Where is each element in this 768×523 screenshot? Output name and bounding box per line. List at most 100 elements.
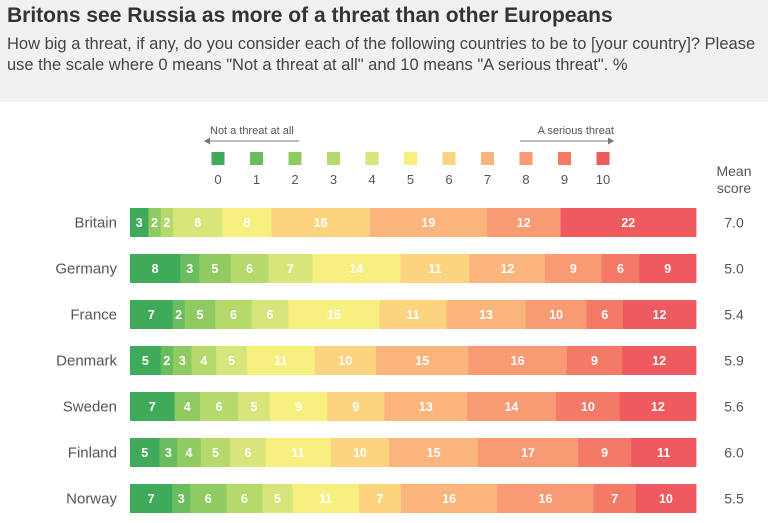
bar-segment-france-0 (130, 300, 174, 329)
bar-segment-finland-4 (230, 438, 267, 467)
mean-score-norway: 5.5 (724, 491, 744, 507)
bar-segment-denmark-9 (566, 346, 623, 375)
bar-value-germany-7: 12 (500, 262, 514, 276)
mean-header-line1: Mean (716, 163, 751, 179)
bar-segment-denmark-0 (130, 346, 162, 375)
legend-swatch-6 (442, 152, 456, 165)
mean-score-finland: 6.0 (724, 445, 744, 461)
bar-segment-sweden-2 (174, 392, 201, 421)
bar-segment-denmark-6 (314, 346, 377, 375)
row-label-norway: Norway (66, 491, 117, 508)
bar-segment-sweden-4 (238, 392, 271, 421)
bar-segment-germany-7 (469, 254, 546, 283)
bar-segment-france-9 (586, 300, 624, 329)
bar-segment-france-10 (622, 300, 697, 329)
legend-label-6: 6 (445, 172, 452, 187)
bar-segment-britain-10 (560, 208, 697, 237)
mean-score-britain: 7.0 (724, 215, 744, 231)
legend-label-7: 7 (484, 172, 491, 187)
bar-segment-germany-3 (230, 254, 269, 283)
bar-value-france-3: 6 (230, 308, 237, 322)
bar-value-sweden-5: 9 (295, 400, 302, 414)
bar-value-finland-2: 4 (185, 446, 192, 460)
legend-label-5: 5 (407, 172, 414, 187)
bar-value-germany-1: 3 (186, 262, 193, 276)
chart-subtitle: How big a threat, if any, do you conside… (7, 35, 756, 74)
bar-segment-finland-5 (265, 438, 331, 467)
bar-segment-britain-2 (148, 208, 162, 237)
bar-value-britain-2: 2 (151, 216, 158, 230)
bar-segment-france-6 (379, 300, 447, 329)
bar-segment-denmark-2 (173, 346, 192, 375)
bar-segment-sweden-8 (467, 392, 557, 421)
bar-value-norway-1: 3 (178, 492, 185, 506)
bar-segment-finland-6 (330, 438, 390, 467)
bar-value-sweden-3: 6 (216, 400, 223, 414)
bar-segment-finland-9 (578, 438, 632, 467)
row-label-germany: Germany (55, 261, 117, 278)
bar-segment-germany-0 (130, 254, 181, 283)
chart-title: Britons see Russia as more of a threat t… (7, 4, 613, 27)
bar-segment-sweden-6 (327, 392, 385, 421)
bar-value-britain-6: 16 (314, 216, 328, 230)
bar-value-france-1: 2 (175, 308, 182, 322)
bar-value-finland-3: 5 (212, 446, 219, 460)
bar-segment-france-5 (288, 300, 380, 329)
bar-value-sweden-6: 9 (352, 400, 359, 414)
bar-segment-germany-10 (639, 254, 697, 283)
bar-value-norway-5: 11 (319, 492, 332, 506)
bar-value-france-6: 11 (406, 308, 419, 322)
bar-value-germany-4: 7 (287, 262, 294, 276)
bar-value-denmark-0: 5 (142, 354, 149, 368)
bar-value-denmark-7: 15 (415, 354, 429, 368)
row-label-britain: Britain (74, 215, 117, 232)
bar-segment-finland-0 (130, 438, 160, 467)
bar-segment-germany-5 (312, 254, 401, 283)
bar-value-finland-5: 11 (291, 446, 304, 460)
bar-value-denmark-6: 10 (338, 354, 352, 368)
bar-value-finland-8: 17 (521, 446, 535, 460)
legend-label-4: 4 (368, 172, 375, 187)
bar-value-norway-9: 7 (611, 492, 618, 506)
row-label-sweden: Sweden (63, 399, 117, 416)
bar-value-norway-2: 6 (205, 492, 212, 506)
bar-segment-norway-7 (400, 484, 498, 513)
bar-segment-norway-0 (130, 484, 173, 513)
bar-value-germany-0: 8 (152, 262, 159, 276)
bar-segment-denmark-7 (376, 346, 469, 375)
bar-segment-france-3 (215, 300, 253, 329)
bar-value-norway-6: 7 (376, 492, 383, 506)
bar-value-france-4: 6 (267, 308, 274, 322)
bar-value-denmark-2: 3 (179, 354, 186, 368)
legend-label-0: 0 (214, 172, 221, 187)
bar-value-france-10: 12 (653, 308, 667, 322)
legend-swatch-10 (596, 152, 610, 165)
bar-segment-denmark-1 (160, 346, 174, 375)
legend-swatch-4 (365, 152, 379, 165)
legend-swatch-8 (519, 152, 533, 165)
bar-segment-germany-9 (601, 254, 640, 283)
row-label-denmark: Denmark (56, 353, 117, 370)
bar-value-britain-8: 12 (517, 216, 531, 230)
bar-value-finland-1: 3 (165, 446, 172, 460)
legend-label-9: 9 (561, 172, 568, 187)
bar-value-norway-0: 7 (148, 492, 155, 506)
bar-value-norway-10: 10 (659, 492, 673, 506)
bar-value-britain-10: 22 (621, 216, 635, 230)
bar-segment-germany-8 (545, 254, 603, 283)
bar-segment-norway-9 (593, 484, 637, 513)
bar-value-finland-9: 9 (601, 446, 608, 460)
legend-swatch-0 (211, 152, 225, 165)
bar-segment-britain-3 (160, 208, 174, 237)
bar-segment-britain-8 (486, 208, 562, 237)
legend-label-2: 2 (291, 172, 298, 187)
mean-score-sweden: 5.6 (724, 399, 744, 415)
bar-value-germany-10: 9 (664, 262, 671, 276)
mean-header-line2: score (717, 180, 751, 196)
bar-segment-norway-10 (635, 484, 697, 513)
legend-swatch-2 (288, 152, 302, 165)
bar-segment-sweden-0 (130, 392, 175, 421)
bar-segment-germany-4 (268, 254, 313, 283)
bar-segment-sweden-7 (384, 392, 468, 421)
row-label-finland: Finland (68, 445, 117, 462)
